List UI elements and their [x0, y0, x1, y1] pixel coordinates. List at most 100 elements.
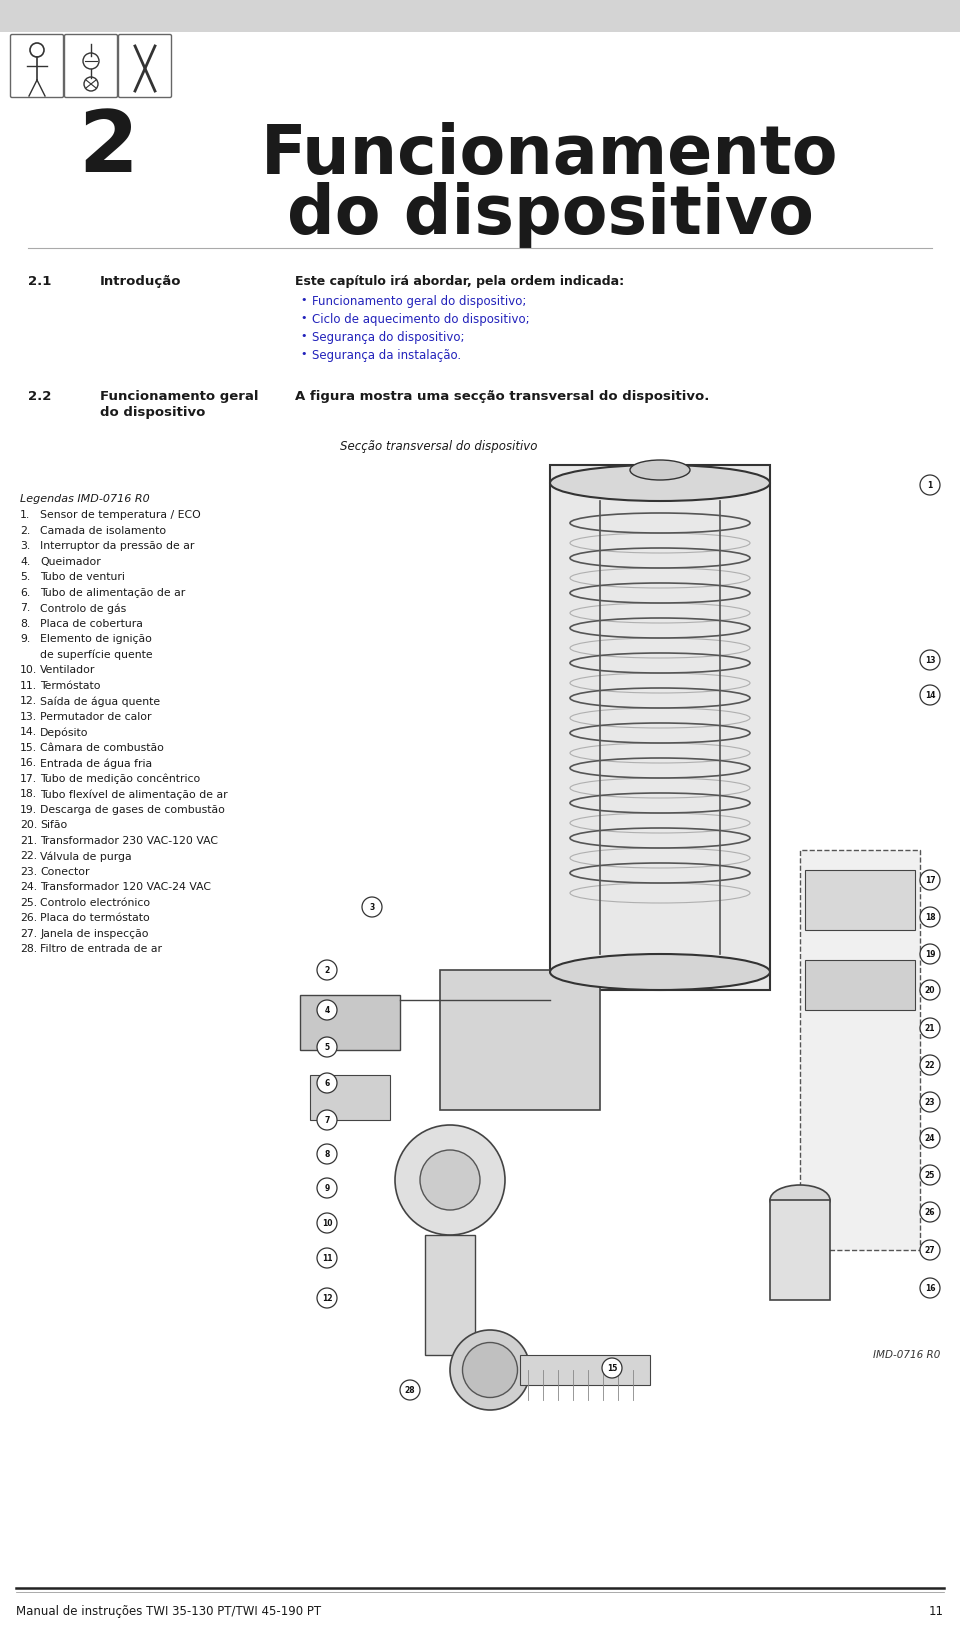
Text: de superfície quente: de superfície quente: [40, 649, 153, 661]
Text: Tubo de alimentação de ar: Tubo de alimentação de ar: [40, 587, 185, 597]
Text: Legendas IMD-0716 R0: Legendas IMD-0716 R0: [20, 494, 150, 504]
Text: 10: 10: [322, 1218, 332, 1228]
Text: Secção transversal do dispositivo: Secção transversal do dispositivo: [340, 440, 538, 453]
Bar: [425, 1234, 475, 1355]
Text: 8: 8: [324, 1149, 329, 1159]
Text: 23: 23: [924, 1097, 935, 1107]
Text: Permutador de calor: Permutador de calor: [40, 711, 152, 721]
Ellipse shape: [630, 459, 690, 481]
Text: 7.: 7.: [20, 603, 31, 613]
FancyBboxPatch shape: [11, 34, 63, 98]
Circle shape: [920, 1128, 940, 1148]
Text: 26.: 26.: [20, 912, 37, 924]
Text: 20: 20: [924, 986, 935, 994]
Text: 11: 11: [929, 1606, 944, 1619]
FancyBboxPatch shape: [64, 34, 117, 98]
Text: 15.: 15.: [20, 742, 37, 752]
Circle shape: [317, 1001, 337, 1020]
Text: Tubo de venturi: Tubo de venturi: [40, 572, 125, 582]
Circle shape: [920, 476, 940, 495]
Circle shape: [920, 943, 940, 965]
Text: Sifão: Sifão: [40, 821, 67, 831]
Circle shape: [920, 651, 940, 670]
Circle shape: [317, 960, 337, 979]
Text: Funcionamento: Funcionamento: [261, 123, 839, 188]
Circle shape: [920, 1055, 940, 1074]
Text: Válvula de purga: Válvula de purga: [40, 850, 132, 862]
Bar: [520, 1355, 650, 1385]
Circle shape: [400, 1380, 420, 1400]
Text: Queimador: Queimador: [40, 556, 101, 566]
Text: 19.: 19.: [20, 804, 37, 814]
Text: Transformador 120 VAC-24 VAC: Transformador 120 VAC-24 VAC: [40, 881, 211, 893]
Text: 24: 24: [924, 1133, 935, 1143]
Text: Entrada de água fria: Entrada de água fria: [40, 759, 152, 768]
Text: do dispositivo: do dispositivo: [287, 181, 813, 249]
Circle shape: [602, 1359, 622, 1378]
Text: 28: 28: [405, 1385, 416, 1395]
Circle shape: [920, 907, 940, 927]
Text: 12: 12: [322, 1293, 332, 1303]
Text: 11: 11: [322, 1254, 332, 1262]
Text: 27.: 27.: [20, 929, 37, 938]
Circle shape: [920, 870, 940, 889]
Text: Termóstato: Termóstato: [40, 680, 101, 690]
Text: 8.: 8.: [20, 618, 31, 628]
Circle shape: [920, 1092, 940, 1112]
Text: Descarga de gases de combustão: Descarga de gases de combustão: [40, 804, 225, 814]
Text: Controlo electrónico: Controlo electrónico: [40, 898, 150, 907]
Text: •: •: [300, 348, 306, 360]
Text: Câmara de combustão: Câmara de combustão: [40, 742, 164, 752]
Text: 22.: 22.: [20, 850, 37, 862]
Text: 23.: 23.: [20, 867, 37, 876]
Text: •: •: [300, 330, 306, 342]
Circle shape: [920, 1279, 940, 1298]
Circle shape: [395, 1125, 505, 1234]
Bar: [440, 970, 600, 1110]
Circle shape: [317, 1177, 337, 1198]
Text: 17.: 17.: [20, 773, 37, 783]
FancyBboxPatch shape: [118, 34, 172, 98]
Circle shape: [920, 1019, 940, 1038]
Text: 16.: 16.: [20, 759, 37, 768]
Text: •: •: [300, 294, 306, 306]
Circle shape: [362, 898, 382, 917]
Text: 2.: 2.: [20, 525, 31, 536]
Text: Elemento de ignição: Elemento de ignição: [40, 634, 152, 644]
Bar: [805, 870, 915, 930]
Bar: [805, 960, 915, 1010]
Text: 5: 5: [324, 1043, 329, 1051]
Ellipse shape: [550, 464, 770, 500]
Text: 24.: 24.: [20, 881, 37, 893]
Text: Funcionamento geral do dispositivo;: Funcionamento geral do dispositivo;: [312, 294, 526, 307]
Text: 21: 21: [924, 1024, 935, 1032]
Text: Interruptor da pressão de ar: Interruptor da pressão de ar: [40, 541, 194, 551]
Text: Tubo de medição concêntrico: Tubo de medição concêntrico: [40, 773, 201, 785]
Circle shape: [317, 1110, 337, 1130]
Text: 4: 4: [324, 1006, 329, 1014]
Text: 27: 27: [924, 1246, 935, 1254]
Text: Funcionamento geral: Funcionamento geral: [100, 391, 258, 402]
Text: 18: 18: [924, 912, 935, 922]
Text: Depósito: Depósito: [40, 728, 88, 737]
Text: 6: 6: [324, 1079, 329, 1087]
Bar: [0, 0, 960, 33]
Text: Este capítulo irá abordar, pela ordem indicada:: Este capítulo irá abordar, pela ordem in…: [295, 275, 624, 288]
Text: Camada de isolamento: Camada de isolamento: [40, 525, 166, 536]
Text: 13: 13: [924, 656, 935, 664]
Text: 26: 26: [924, 1208, 935, 1216]
Text: Manual de instruções TWI 35-130 PT/TWI 45-190 PT: Manual de instruções TWI 35-130 PT/TWI 4…: [16, 1606, 322, 1619]
Text: 6.: 6.: [20, 587, 31, 597]
Text: 14.: 14.: [20, 728, 37, 737]
Text: 25: 25: [924, 1171, 935, 1179]
Text: IMD-0716 R0: IMD-0716 R0: [873, 1351, 940, 1360]
Ellipse shape: [770, 1185, 830, 1215]
Text: 11.: 11.: [20, 680, 37, 690]
Bar: [300, 996, 400, 1050]
Text: Segurança do dispositivo;: Segurança do dispositivo;: [312, 330, 465, 343]
Text: 2: 2: [78, 106, 138, 190]
Text: 28.: 28.: [20, 943, 37, 953]
Text: Controlo de gás: Controlo de gás: [40, 603, 127, 613]
Text: Filtro de entrada de ar: Filtro de entrada de ar: [40, 943, 162, 953]
Text: 10.: 10.: [20, 665, 37, 675]
